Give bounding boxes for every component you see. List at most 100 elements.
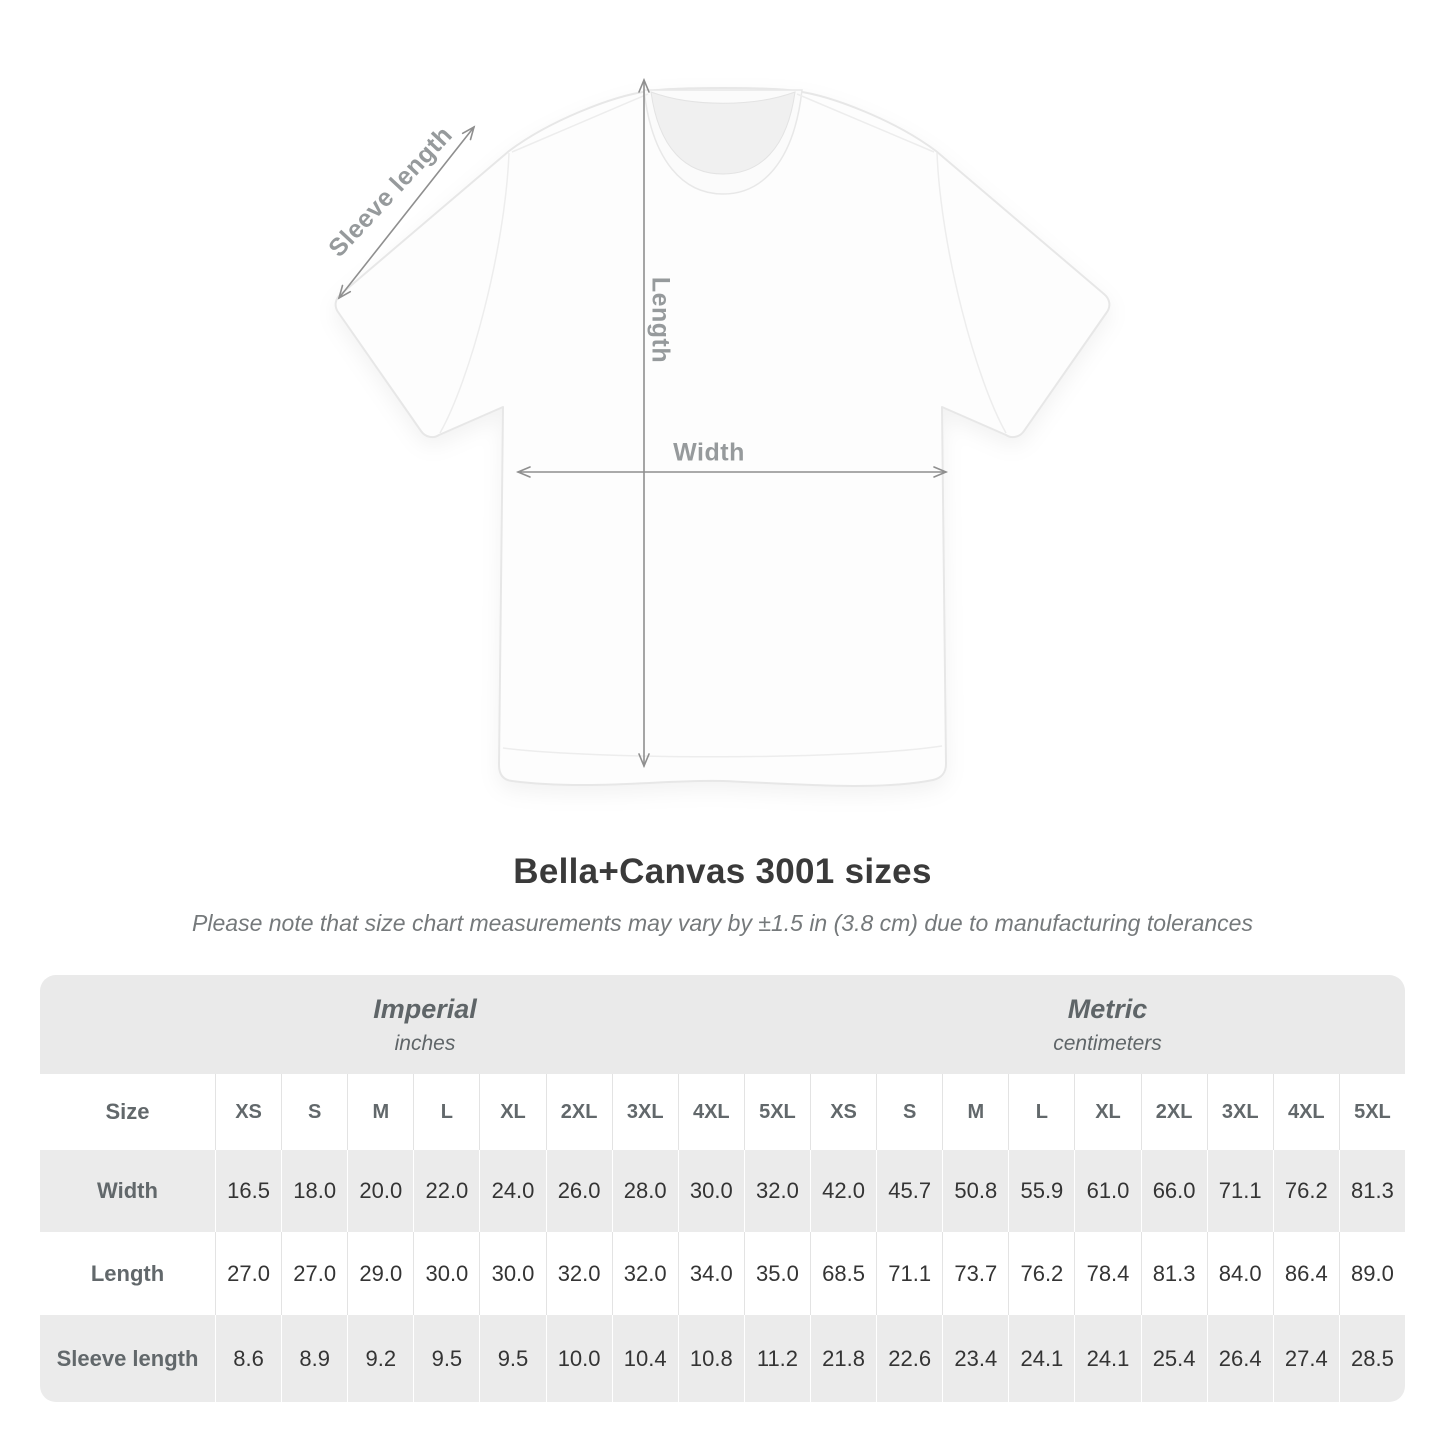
value-cell-metric: 73.7 <box>942 1232 1008 1315</box>
seam-lines <box>439 93 1007 758</box>
table-row-sleeve-length: Sleeve length 8.6 8.9 9.2 9.5 9.5 10.0 10.4 10.8… <box>40 1315 1405 1402</box>
value-cell-metric: 76.2 <box>1008 1232 1074 1315</box>
value-cell-metric: 25.4 <box>1140 1315 1207 1402</box>
unit-header-band: Imperial inches Metric centimeters <box>40 975 1405 1074</box>
value-cell-imperial: 9.5 <box>479 1315 545 1402</box>
size-header-imperial-s: S <box>281 1074 347 1150</box>
size-header-metric-m: M <box>942 1074 1008 1150</box>
value-cell-metric: 71.1 <box>1206 1150 1273 1232</box>
size-header-metric-xs: XS <box>810 1074 876 1150</box>
value-cell-imperial: 32.0 <box>545 1232 612 1315</box>
size-table: Imperial inches Metric centimeters Size X… <box>40 975 1405 1402</box>
value-cell-imperial: 27.0 <box>215 1232 281 1315</box>
size-header-metric-s: S <box>876 1074 942 1150</box>
value-cell-imperial: 10.8 <box>677 1315 744 1402</box>
size-header-metric-xl: XL <box>1074 1074 1140 1150</box>
size-header-metric-3xl: 3XL <box>1206 1074 1273 1150</box>
metric-header-unit: centimeters <box>1053 1031 1162 1055</box>
value-cell-metric: 81.3 <box>1140 1232 1207 1315</box>
value-cell-metric: 71.1 <box>876 1232 942 1315</box>
value-cell-imperial: 35.0 <box>743 1232 810 1315</box>
row-label: Width <box>97 1178 158 1203</box>
value-cell-metric: 78.4 <box>1074 1232 1140 1315</box>
size-header-row: Size XS S M L XL 2XL 3XL 4XL 5XL XS S M L XL 2XL 3XL 4XL 5… <box>40 1074 1405 1150</box>
table-row-width: Width 16.5 18.0 20.0 22.0 24.0 26.0 28.0 30.0 32.… <box>40 1150 1405 1232</box>
length-arrow <box>638 77 650 769</box>
value-cell-metric: 24.1 <box>1074 1315 1140 1402</box>
value-cell-metric: 61.0 <box>1074 1150 1140 1232</box>
width-arrow <box>515 466 949 478</box>
value-cell-metric: 55.9 <box>1008 1150 1074 1232</box>
value-cell-metric: 23.4 <box>942 1315 1008 1402</box>
length-label: Length <box>646 276 675 364</box>
value-cell-metric: 76.2 <box>1272 1150 1339 1232</box>
size-column-header: Size <box>105 1099 150 1124</box>
metric-header: Metric centimeters <box>810 975 1405 1074</box>
width-label: Width <box>673 438 745 467</box>
value-cell-metric: 42.0 <box>810 1150 876 1232</box>
value-cell-imperial: 29.0 <box>347 1232 413 1315</box>
value-cell-metric: 84.0 <box>1206 1232 1273 1315</box>
value-cell-imperial: 28.0 <box>611 1150 678 1232</box>
value-cell-imperial: 16.5 <box>215 1150 281 1232</box>
value-cell-imperial: 24.0 <box>479 1150 545 1232</box>
row-label: Length <box>90 1260 165 1286</box>
size-header-metric-4xl: 4XL <box>1272 1074 1339 1150</box>
value-cell-imperial: 26.0 <box>545 1150 612 1232</box>
neck-opening <box>650 91 796 175</box>
value-cell-metric: 68.5 <box>810 1232 876 1315</box>
value-cell-metric: 24.1 <box>1008 1315 1074 1402</box>
value-cell-metric: 89.0 <box>1338 1232 1405 1315</box>
table-row-length: Length 27.0 27.0 29.0 30.0 30.0 32.0 32.0 34.0 35… <box>40 1232 1405 1315</box>
imperial-header-unit: inches <box>394 1031 456 1055</box>
size-header-imperial-2xl: 2XL <box>545 1074 612 1150</box>
value-cell-imperial: 10.0 <box>545 1315 612 1402</box>
value-cell-metric: 21.8 <box>810 1315 876 1402</box>
value-cell-imperial: 22.0 <box>413 1150 479 1232</box>
size-header-imperial-3xl: 3XL <box>611 1074 678 1150</box>
page-title: Bella+Canvas 3001 sizes <box>513 852 932 891</box>
value-cell-metric: 45.7 <box>876 1150 942 1232</box>
value-cell-metric: 81.3 <box>1338 1150 1405 1232</box>
value-cell-imperial: 32.0 <box>743 1150 810 1232</box>
value-cell-metric: 50.8 <box>942 1150 1008 1232</box>
value-cell-imperial: 32.0 <box>611 1232 678 1315</box>
tshirt-graphic <box>334 77 1111 787</box>
row-label: Sleeve length <box>56 1345 199 1371</box>
value-cell-imperial: 30.0 <box>479 1232 545 1315</box>
value-cell-imperial: 8.9 <box>281 1315 347 1402</box>
size-header-imperial-xl: XL <box>479 1074 545 1150</box>
value-cell-metric: 22.6 <box>876 1315 942 1402</box>
heading-block: Bella+Canvas 3001 sizes Please note that… <box>0 852 1445 937</box>
size-header-metric-5xl: 5XL <box>1338 1074 1405 1150</box>
tshirt-body <box>334 87 1111 787</box>
value-cell-imperial: 11.2 <box>743 1315 810 1402</box>
value-cell-imperial: 10.4 <box>611 1315 678 1402</box>
size-header-metric-2xl: 2XL <box>1140 1074 1207 1150</box>
value-cell-metric: 26.4 <box>1206 1315 1273 1402</box>
value-cell-imperial: 27.0 <box>281 1232 347 1315</box>
value-cell-imperial: 34.0 <box>677 1232 744 1315</box>
value-cell-imperial: 30.0 <box>677 1150 744 1232</box>
sleeve-length-arrow <box>337 125 476 300</box>
size-header-metric-l: L <box>1008 1074 1074 1150</box>
value-cell-imperial: 18.0 <box>281 1150 347 1232</box>
imperial-header: Imperial inches <box>40 975 810 1074</box>
value-cell-imperial: 30.0 <box>413 1232 479 1315</box>
tshirt-measurement-diagram: Sleeve length Length Width <box>323 77 1111 787</box>
size-header-imperial-5xl: 5XL <box>743 1074 810 1150</box>
value-cell-imperial: 9.5 <box>413 1315 479 1402</box>
value-cell-imperial: 8.6 <box>215 1315 281 1402</box>
size-header-imperial-m: M <box>347 1074 413 1150</box>
value-cell-imperial: 20.0 <box>347 1150 413 1232</box>
value-cell-metric: 66.0 <box>1140 1150 1207 1232</box>
size-header-imperial-xs: XS <box>215 1074 281 1150</box>
metric-header-title: Metric <box>1067 993 1148 1024</box>
tolerance-note: Please note that size chart measurements… <box>192 910 1253 936</box>
size-header-imperial-4xl: 4XL <box>677 1074 744 1150</box>
value-cell-metric: 27.4 <box>1272 1315 1339 1402</box>
size-header-imperial-l: L <box>413 1074 479 1150</box>
imperial-header-title: Imperial <box>373 993 477 1024</box>
value-cell-imperial: 9.2 <box>347 1315 413 1402</box>
